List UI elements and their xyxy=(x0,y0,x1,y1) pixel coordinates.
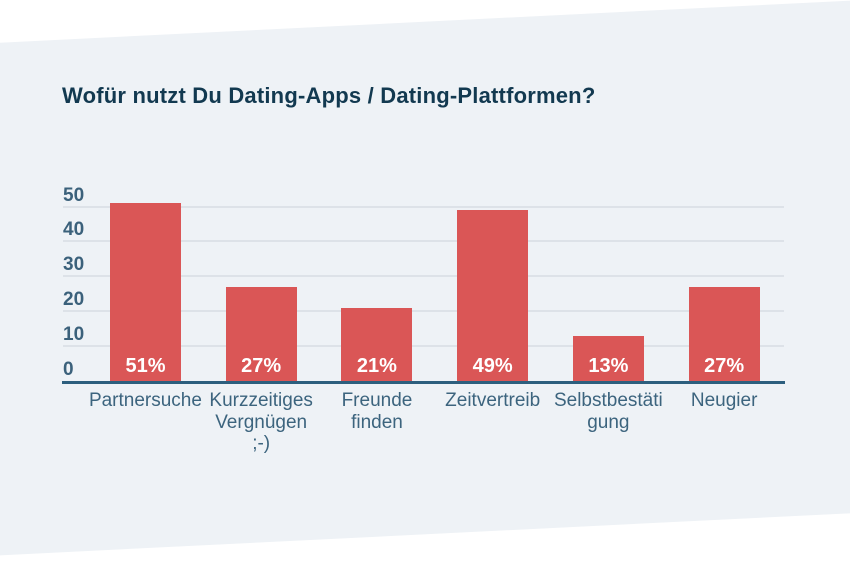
x-axis-line xyxy=(62,381,785,384)
y-tick-label: 10 xyxy=(63,324,85,346)
bar xyxy=(341,308,413,381)
x-category-label-line: finden xyxy=(351,411,403,433)
y-tick-label: 40 xyxy=(63,219,85,241)
x-category-label-line: gung xyxy=(587,411,630,433)
x-category-label-line: Vergnügen xyxy=(215,411,308,433)
y-tick-label: 50 xyxy=(63,184,85,206)
bar-value-label: 13% xyxy=(588,355,629,377)
bar xyxy=(110,203,181,381)
x-category-label: Neugier xyxy=(666,390,782,412)
gridline xyxy=(63,310,784,313)
x-category-label-line: Freunde xyxy=(341,390,413,411)
gridline xyxy=(63,240,784,243)
x-category-label-line: Kurzzeitiges xyxy=(209,390,313,411)
y-tick-label: 20 xyxy=(63,289,85,311)
bar-value-label: 21% xyxy=(356,355,397,377)
gridline xyxy=(63,205,784,208)
x-category-label: Kurzzeitiges Vergnügen ;-) xyxy=(203,390,319,455)
bar-value-label: 49% xyxy=(472,355,513,377)
bar xyxy=(688,287,760,381)
bar-value-label: 51% xyxy=(125,355,166,377)
x-category-label-line: Partnersuche xyxy=(88,390,202,411)
bar xyxy=(457,210,529,381)
gridline xyxy=(63,345,784,348)
bar xyxy=(572,336,644,381)
x-category-label-line: Neugier xyxy=(690,390,758,411)
x-category-label: Freunde finden xyxy=(319,390,435,433)
chart-title: Wofür nutzt Du Dating-Apps / Dating-Plat… xyxy=(62,83,596,108)
x-category-label: Zeitvertreib xyxy=(435,390,551,412)
x-category-label: Partnersuche xyxy=(88,390,204,412)
x-category-label-line: Selbstbestäti xyxy=(553,390,663,411)
x-category-label-line: ;-) xyxy=(252,433,271,454)
bar xyxy=(225,287,297,381)
bar-value-label: 27% xyxy=(241,355,282,377)
y-tick-label: 30 xyxy=(63,254,85,276)
x-category-label-line: Zeitvertreib xyxy=(445,390,541,411)
x-category-label: Selbstbestäti gung xyxy=(551,390,667,433)
bar-value-label: 27% xyxy=(704,355,745,377)
gridline xyxy=(63,275,784,278)
y-tick-label: 0 xyxy=(63,359,74,380)
